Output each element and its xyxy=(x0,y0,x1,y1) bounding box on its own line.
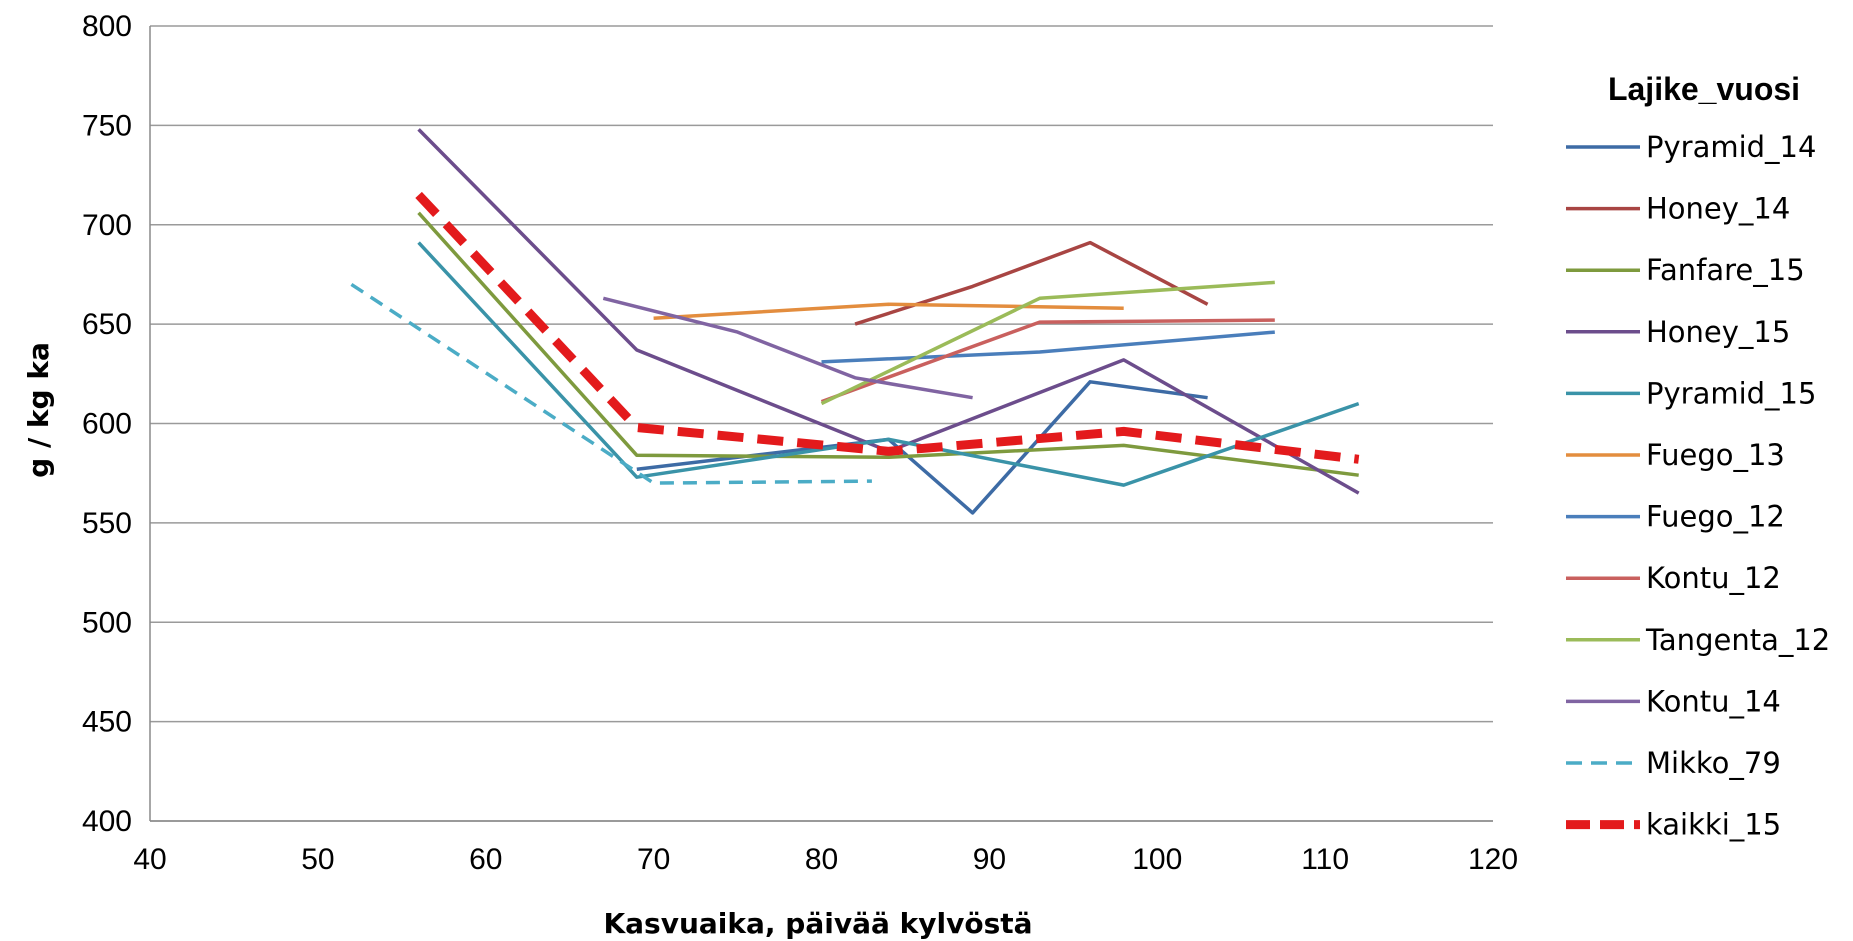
series-line-kontu_14 xyxy=(602,296,973,400)
y-tick-labels: 400 450 500 550 600 650 700 750 800 xyxy=(82,10,132,838)
series-line-tangenta_12 xyxy=(820,280,1275,406)
legend-label: Mikko_79 xyxy=(1646,746,1781,780)
series-line-mikko_79 xyxy=(350,282,872,485)
legend-label: Pyramid_15 xyxy=(1646,376,1816,410)
legend-label: Fuego_12 xyxy=(1646,500,1785,534)
x-tick-label: 120 xyxy=(1468,843,1518,876)
x-tick-label: 110 xyxy=(1301,843,1349,876)
legend-label: Tangenta_12 xyxy=(1645,623,1830,657)
legend: Pyramid_14 Honey_14 Fanfare_15 Honey_15 Pyra… xyxy=(1566,130,1830,842)
x-tick-label: 70 xyxy=(637,843,670,876)
y-axis-title: g / kg ka xyxy=(22,342,55,478)
legend-label: Pyramid_14 xyxy=(1646,130,1816,164)
x-tick-label: 40 xyxy=(133,843,166,876)
x-tick-label: 60 xyxy=(469,843,502,876)
legend-title: Lajike_vuosi xyxy=(1608,71,1800,107)
y-tick-label: 800 xyxy=(82,10,132,43)
legend-label: Fuego_13 xyxy=(1646,438,1785,472)
y-tick-label: 400 xyxy=(82,805,132,838)
legend-label: Honey_15 xyxy=(1646,315,1790,349)
y-tick-label: 550 xyxy=(82,507,132,540)
y-tick-label: 650 xyxy=(82,308,132,341)
legend-label: Kontu_12 xyxy=(1646,561,1781,595)
series-line-kaikki_15 xyxy=(415,191,1360,464)
legend-label: Kontu_14 xyxy=(1646,684,1781,718)
x-tick-label: 80 xyxy=(805,843,838,876)
series-line-fanfare_15 xyxy=(417,211,1359,477)
x-axis-title: Kasvuaika, päivää kylvöstä xyxy=(603,907,1032,940)
series-line-kontu_12 xyxy=(820,318,1275,404)
legend-label: Fanfare_15 xyxy=(1646,253,1805,287)
x-tick-label: 50 xyxy=(301,843,334,876)
y-tick-label: 750 xyxy=(82,109,132,142)
x-tick-label: 90 xyxy=(973,843,1006,876)
y-tick-label: 600 xyxy=(82,408,132,441)
x-tick-label: 100 xyxy=(1132,843,1182,876)
series-line-fuego_13 xyxy=(653,302,1124,320)
y-tick-label: 700 xyxy=(82,209,132,242)
legend-label: Honey_14 xyxy=(1646,192,1790,226)
series-line-honey_14 xyxy=(854,240,1209,326)
series-line-fuego_12 xyxy=(821,330,1275,364)
y-tick-label: 500 xyxy=(82,606,132,639)
y-tick-label: 450 xyxy=(82,706,132,739)
x-tick-labels: 40 50 60 70 80 90 100 110 120 xyxy=(133,843,1518,876)
series-line-pyramid_15 xyxy=(417,241,1360,487)
series-line-pyramid_14 xyxy=(636,380,1208,515)
legend-label: kaikki_15 xyxy=(1646,808,1781,842)
series-lines xyxy=(350,128,1360,515)
